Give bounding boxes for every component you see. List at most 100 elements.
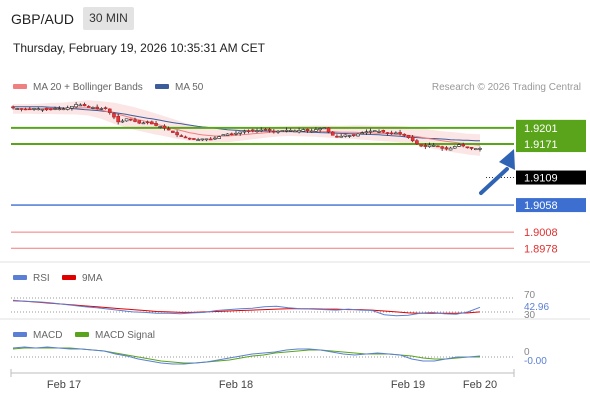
candle [448, 146, 453, 151]
candle [124, 118, 129, 122]
candle [158, 126, 163, 129]
candle [28, 107, 32, 111]
candle [36, 107, 41, 111]
rsi-tick-30: 30 [524, 310, 536, 321]
candle [120, 118, 125, 123]
candle [394, 131, 398, 135]
candle [204, 138, 209, 142]
candle [478, 146, 482, 152]
legend-swatch-macd [13, 332, 27, 337]
candle [381, 129, 386, 134]
level-label-last: 1.9109 [524, 173, 558, 185]
candle [255, 128, 259, 134]
candle [229, 132, 234, 136]
ma20-line [13, 107, 481, 146]
candle [192, 138, 196, 140]
candle [419, 144, 423, 148]
candle [129, 118, 133, 122]
legend-swatch-macd-signal [75, 332, 89, 337]
candle [82, 102, 87, 107]
macd-line [12, 346, 481, 365]
candle [326, 127, 331, 134]
candle [272, 129, 276, 134]
candle [133, 117, 137, 123]
legend-label-macd: MACD [33, 330, 62, 341]
candle [103, 106, 108, 110]
candle [314, 127, 318, 132]
legend-swatch-rsi [13, 275, 27, 280]
candle [444, 145, 449, 151]
candle [364, 129, 369, 135]
candle [196, 137, 200, 141]
candle [276, 129, 280, 134]
rsi-lines [12, 299, 481, 317]
timeframe-button[interactable]: 30 MIN [83, 7, 134, 30]
candle [145, 120, 150, 125]
candle [351, 134, 356, 137]
candle [44, 107, 49, 111]
candle [154, 120, 158, 127]
moving-averages [13, 106, 481, 146]
candle [217, 135, 221, 139]
candle [213, 136, 217, 140]
candle [112, 112, 116, 120]
candle [65, 105, 70, 111]
candle [436, 145, 440, 148]
candle [389, 130, 394, 135]
price-levels: 1.9109 1.9058 1.9008 1.8978 1.9201 1.9171 [11, 119, 586, 255]
candle [356, 132, 360, 137]
candle [208, 136, 213, 141]
candle [410, 135, 415, 143]
level-label-support: 1.9008 [524, 227, 558, 239]
candle [15, 107, 20, 110]
candle [280, 130, 285, 132]
candle [301, 128, 306, 132]
legend-label-macd-signal: MACD Signal [95, 330, 155, 341]
candle [457, 143, 461, 147]
candle [263, 128, 268, 131]
candle [305, 128, 310, 133]
candle [225, 133, 230, 136]
x-tick-label: Feb 18 [219, 379, 253, 391]
candle [385, 132, 390, 136]
candle [251, 128, 255, 133]
candle [406, 134, 411, 139]
candle [99, 107, 104, 111]
legend-label-ma50: MA 50 [175, 82, 204, 93]
rsi-line [12, 299, 481, 317]
candle [259, 127, 264, 133]
candle [246, 129, 251, 134]
candle [335, 134, 339, 138]
candle [91, 106, 95, 110]
candlesticks [11, 101, 482, 152]
last-price-box [516, 170, 586, 185]
candle [183, 135, 188, 139]
candle [242, 129, 247, 135]
candle [402, 133, 407, 137]
candle [23, 107, 28, 111]
macd-tick-0: 0 [524, 347, 530, 358]
candle [57, 106, 62, 111]
chart-datetime: Thursday, February 19, 2026 10:35:31 AM … [13, 41, 265, 55]
candle [267, 127, 272, 133]
candle [330, 131, 335, 136]
candle [238, 131, 242, 136]
candle [40, 108, 45, 112]
candle [368, 128, 373, 135]
candle [343, 134, 348, 138]
level-label-resistance: 1.9201 [524, 123, 558, 135]
candle [293, 129, 297, 133]
candle [19, 108, 24, 112]
candle [162, 124, 167, 131]
candle [221, 134, 226, 137]
candle [469, 147, 474, 151]
candle [373, 130, 377, 133]
candle [377, 129, 381, 134]
candle [32, 107, 36, 111]
ma50-line [13, 106, 481, 142]
candle [465, 146, 470, 149]
pivot-label-box [516, 198, 586, 213]
macd-lines [12, 346, 481, 365]
legend-label-rsi: RSI [33, 273, 50, 284]
